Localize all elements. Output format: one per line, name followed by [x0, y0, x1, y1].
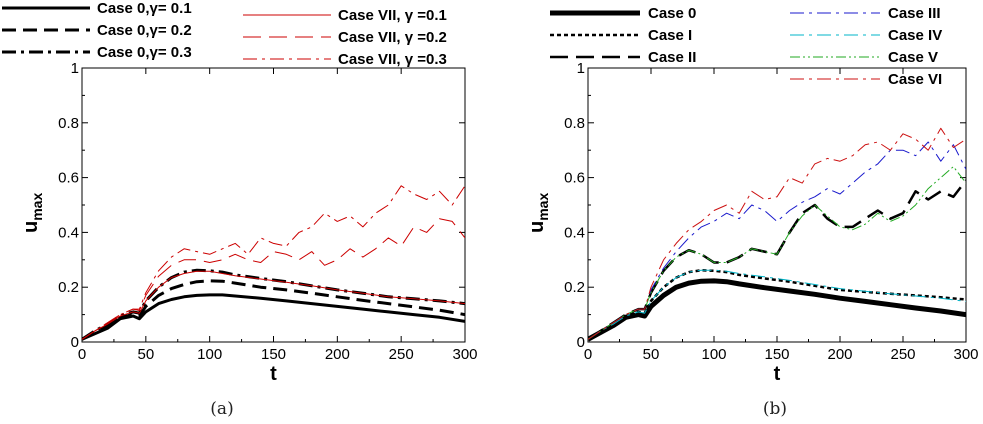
series-line-4	[82, 270, 465, 340]
x-tick-label: 100	[197, 346, 222, 363]
y-tick-label: 0.2	[58, 279, 79, 296]
y-tick-label: 0.6	[58, 170, 79, 187]
x-tick-label: 200	[827, 346, 852, 363]
y-tick-label: 1	[71, 60, 79, 77]
y-tick-label: 0.8	[564, 115, 585, 132]
y-axis-label-sub: max	[29, 193, 45, 221]
x-tick-label: 250	[389, 346, 414, 363]
x-tick-label: 0	[584, 346, 592, 363]
y-axis-label-sub: max	[535, 193, 551, 221]
y-tick-label: 0.6	[564, 170, 585, 187]
x-tick-label: 250	[890, 346, 915, 363]
x-tick-label: 50	[643, 346, 660, 363]
x-tick-label: 200	[325, 346, 350, 363]
legend-label-5: Case VII, γ =0.2	[338, 29, 447, 46]
y-axis-label-main: u	[526, 221, 548, 233]
series-line-1	[588, 278, 966, 342]
panel-caption: (a)	[210, 399, 233, 419]
panel-caption: (b)	[763, 399, 787, 419]
legend-label-6: Case V	[888, 49, 938, 66]
legend-label-4: Case III	[888, 5, 941, 22]
series-line-6	[588, 166, 966, 340]
legend-label-3: Case 0,γ= 0.3	[97, 44, 192, 61]
legend-label-2: Case I	[648, 27, 692, 44]
x-tick-label: 150	[261, 346, 286, 363]
series-line-7	[588, 127, 966, 340]
x-tick-label: 150	[764, 346, 789, 363]
x-tick-label: 300	[452, 346, 477, 363]
y-tick-label: 0.2	[564, 279, 585, 296]
x-axis-label: t	[774, 363, 781, 385]
y-tick-label: 0.4	[58, 224, 79, 241]
y-tick-label: 1	[577, 60, 585, 77]
plot-frame	[587, 67, 967, 343]
series-line-4	[588, 141, 966, 340]
series-line-3	[588, 179, 966, 341]
x-tick-label: 100	[701, 346, 726, 363]
series-line-6	[82, 185, 465, 340]
y-tick-label: 0.4	[564, 224, 585, 241]
legend-label-7: Case VI	[888, 71, 942, 88]
y-tick-label: 0	[577, 334, 585, 351]
legend-label-2: Case 0,γ= 0.2	[97, 22, 192, 39]
legend-label-4: Case VII, γ =0.1	[338, 7, 447, 24]
legend-label-1: Case 0	[648, 5, 696, 22]
y-axis-label-main: u	[20, 221, 42, 233]
series-line-5	[82, 218, 465, 340]
chart-panel-2: 0 50 100 150 200 250 300 0 0.2 0.4 0.6 0.8 1 t umax Cas…	[526, 5, 979, 419]
y-tick-label: 0	[71, 334, 79, 351]
x-axis-label: t	[270, 363, 277, 385]
y-tick-label: 0.8	[58, 115, 79, 132]
legend-label-3: Case II	[648, 49, 696, 66]
legend-label-1: Case 0,γ= 0.1	[97, 0, 192, 17]
x-tick-label: 300	[953, 346, 978, 363]
x-tick-label: 50	[137, 346, 154, 363]
chart-panel-1: 0 50 100 150 200 250 300 0 0.2 0.4 0.6 0.8 1 t umax Cas…	[2, 0, 478, 419]
x-tick-label: 0	[78, 346, 86, 363]
legend-label-5: Case IV	[888, 27, 942, 44]
y-axis-label: umax	[20, 193, 45, 233]
y-axis-label: umax	[526, 193, 551, 233]
series-line-2	[82, 279, 465, 341]
legend-label-6: Case VII, γ =0.3	[338, 51, 447, 68]
